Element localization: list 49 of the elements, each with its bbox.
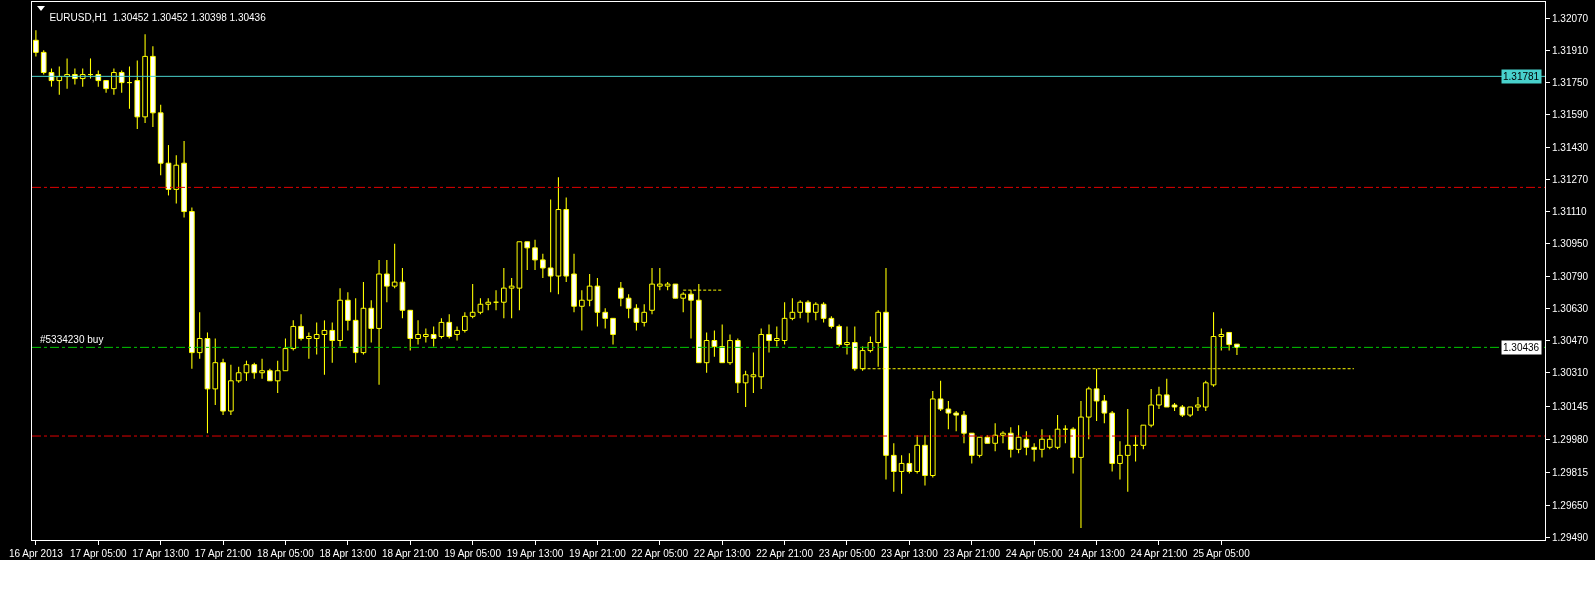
- y-tick-label: 1.29650: [1552, 500, 1589, 512]
- x-tick-label: 23 Apr 21:00: [943, 548, 1001, 559]
- x-tick-label: 18 Apr 13:00: [319, 548, 377, 559]
- x-tick-label: 22 Apr 13:00: [693, 548, 751, 559]
- y-tick-label: 1.29815: [1552, 467, 1589, 478]
- y-tick-label: 1.31270: [1552, 173, 1589, 185]
- y-tick-label: 1.30145: [1552, 400, 1589, 412]
- ref-line-label: 1.31781: [1503, 71, 1540, 82]
- candlestick: [805, 300, 811, 323]
- x-tick-label: 19 Apr 13:00: [506, 548, 564, 559]
- candlestick: [1000, 431, 1006, 444]
- x-tick-label: 23 Apr 13:00: [881, 548, 939, 559]
- y-tick-label: 1.30630: [1552, 302, 1589, 314]
- x-tick-label: 17 Apr 21:00: [194, 548, 252, 559]
- candlestick: [532, 239, 538, 270]
- x-tick-label: 22 Apr 05:00: [631, 548, 689, 559]
- candlestick: [844, 326, 850, 355]
- x-tick-label: 24 Apr 05:00: [1005, 548, 1063, 559]
- y-tick-label: 1.30470: [1552, 335, 1589, 347]
- y-tick-label: 1.29490: [1552, 532, 1589, 544]
- y-tick-label: 1.30950: [1552, 238, 1589, 250]
- x-tick-label: 17 Apr 13:00: [132, 548, 190, 559]
- candlestick: [1039, 429, 1045, 458]
- y-tick-label: 1.30310: [1552, 367, 1589, 379]
- y-tick-label: 1.31590: [1552, 109, 1589, 121]
- y-tick-label: 1.31110: [1552, 206, 1588, 218]
- x-tick-label: 19 Apr 05:00: [444, 548, 502, 559]
- y-tick-label: 1.31910: [1552, 44, 1589, 56]
- candlestick: [1117, 441, 1123, 480]
- y-tick-label: 1.31750: [1552, 77, 1589, 89]
- x-tick-label: 24 Apr 13:00: [1068, 548, 1126, 559]
- annotation: #5334230 buy: [40, 334, 104, 345]
- x-tick-label: 22 Apr 21:00: [756, 548, 814, 559]
- text: EURUSD,H1 1.30452 1.30452 1.30398 1.30436: [49, 12, 267, 23]
- x-tick-label: 18 Apr 21:00: [381, 548, 440, 559]
- y-tick-label: 1.31430: [1552, 141, 1589, 153]
- x-tick-label: 24 Apr 21:00: [1130, 548, 1188, 559]
- candlestick: [766, 324, 772, 353]
- x-tick-label: 17 Apr 05:00: [69, 548, 128, 559]
- x-tick-label: 18 Apr 05:00: [257, 548, 315, 559]
- x-tick-label: 16 Apr 2013: [8, 548, 64, 559]
- y-tick-label: 1.29980: [1552, 433, 1589, 445]
- x-tick-label: 25 Apr 05:00: [1192, 548, 1251, 559]
- y-tick-label: 1.32070: [1552, 12, 1589, 24]
- y-tick-label: 1.30790: [1552, 270, 1589, 282]
- x-tick-label: 23 Apr 05:00: [818, 548, 876, 559]
- candlestick: [1078, 400, 1084, 528]
- x-tick-label: 19 Apr 21:00: [569, 548, 627, 559]
- ref-line-label: 1.30436: [1503, 342, 1540, 353]
